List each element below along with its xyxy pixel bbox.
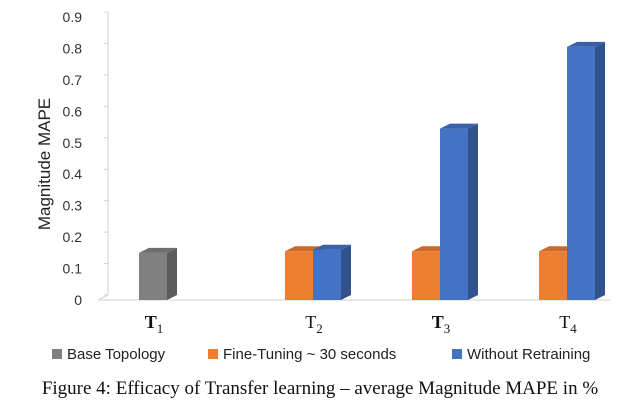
y-tick-label: 0.6 bbox=[63, 103, 83, 119]
bar-front bbox=[412, 251, 440, 300]
bar-without-retraining-3 bbox=[440, 123, 478, 300]
bar-front bbox=[139, 252, 167, 300]
bar-side bbox=[468, 123, 478, 300]
y-tick-label: 0.3 bbox=[63, 198, 83, 214]
legend-swatch bbox=[452, 349, 462, 359]
legend-label: Without Retraining bbox=[467, 346, 590, 363]
bars bbox=[139, 41, 605, 300]
legend-item: Base Topology bbox=[52, 346, 166, 363]
bar-top bbox=[313, 244, 351, 250]
legend-item: Fine-Tuning ~ 30 seconds bbox=[208, 346, 396, 363]
y-tick-label: 0.8 bbox=[63, 40, 83, 56]
x-category-label: T1 bbox=[145, 312, 164, 336]
x-category-label: T3 bbox=[432, 312, 451, 336]
bar-base-topology-1 bbox=[139, 247, 177, 300]
y-axis-title: Magnitude MAPE bbox=[35, 98, 54, 230]
y-tick-label: 0.2 bbox=[63, 229, 83, 245]
y-tick-label: 0.1 bbox=[63, 261, 83, 277]
bar-front bbox=[285, 251, 313, 300]
bar-top bbox=[440, 123, 478, 129]
bar-side bbox=[595, 41, 605, 300]
legend-label: Base Topology bbox=[67, 346, 166, 363]
legend: Base Topology Fine-Tuning ~ 30 seconds Wit… bbox=[52, 346, 590, 363]
bar-side bbox=[167, 247, 177, 300]
x-category-label: T2 bbox=[305, 312, 323, 336]
bar-front bbox=[539, 251, 567, 300]
bar-side bbox=[341, 244, 351, 300]
x-category-label: T4 bbox=[559, 312, 577, 336]
axis-corner bbox=[97, 294, 109, 301]
legend-item: Without Retraining bbox=[452, 346, 590, 363]
bar-front bbox=[440, 128, 468, 300]
bar-top bbox=[139, 247, 177, 253]
y-tick-label: 0.5 bbox=[63, 135, 83, 151]
y-tick-label: 0 bbox=[74, 292, 82, 308]
bar-front bbox=[313, 249, 341, 300]
bar-front bbox=[567, 46, 595, 300]
y-tick-label: 0.9 bbox=[63, 9, 83, 25]
bar-without-retraining-2 bbox=[313, 244, 351, 300]
x-axis-labels: T1 T2 T3 T4 bbox=[145, 312, 578, 336]
y-tick-label: 0.4 bbox=[63, 166, 83, 182]
y-axis: 0 0.1 0.2 0.3 0.4 0.5 0.6 0.7 0.8 0.9 bbox=[63, 9, 610, 308]
bar-without-retraining-4 bbox=[567, 41, 605, 300]
y-tick-label: 0.7 bbox=[63, 72, 83, 88]
figure-caption: Figure 4: Efficacy of Transfer learning … bbox=[41, 378, 599, 399]
legend-swatch bbox=[52, 349, 62, 359]
bar-top bbox=[567, 41, 605, 47]
legend-swatch bbox=[208, 349, 218, 359]
legend-label: Fine-Tuning ~ 30 seconds bbox=[223, 346, 396, 363]
